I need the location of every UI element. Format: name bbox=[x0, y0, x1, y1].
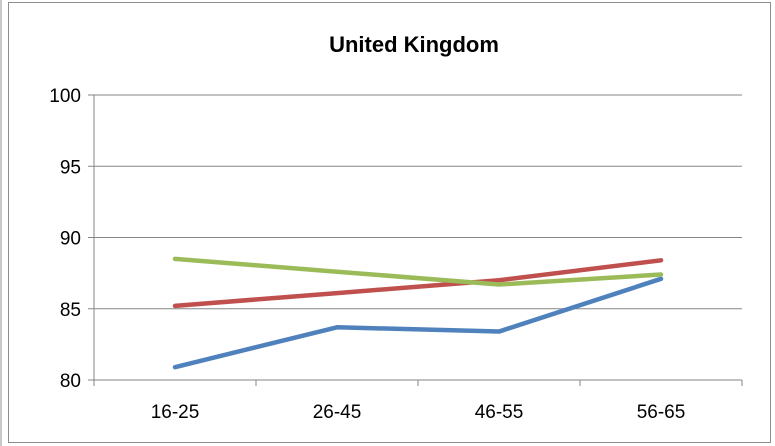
y-tick-label: 95 bbox=[60, 157, 81, 178]
series-lines bbox=[172, 256, 664, 370]
axes bbox=[88, 94, 743, 386]
y-tick-label: 80 bbox=[60, 371, 81, 392]
series-line-2 bbox=[172, 258, 664, 309]
x-tick-label: 26-45 bbox=[313, 402, 362, 423]
x-tick-label: 16-25 bbox=[151, 402, 200, 423]
series-line-3 bbox=[172, 256, 664, 287]
series-line-1 bbox=[172, 276, 664, 370]
chart-frame bbox=[8, 2, 771, 443]
y-tick-label: 90 bbox=[60, 229, 81, 250]
x-tick-label: 46-55 bbox=[475, 402, 524, 423]
window-edge bbox=[0, 0, 2, 446]
y-tick-label: 100 bbox=[49, 86, 81, 107]
y-tick-labels: 80 85 90 95 100 bbox=[49, 86, 81, 392]
x-tick-labels: 16-25 26-45 46-55 56-65 bbox=[151, 402, 686, 423]
y-tick-label: 85 bbox=[60, 300, 81, 321]
x-tick-label: 56-65 bbox=[637, 402, 686, 423]
chart-title: United Kingdom bbox=[329, 32, 499, 57]
gridlines bbox=[94, 94, 742, 310]
